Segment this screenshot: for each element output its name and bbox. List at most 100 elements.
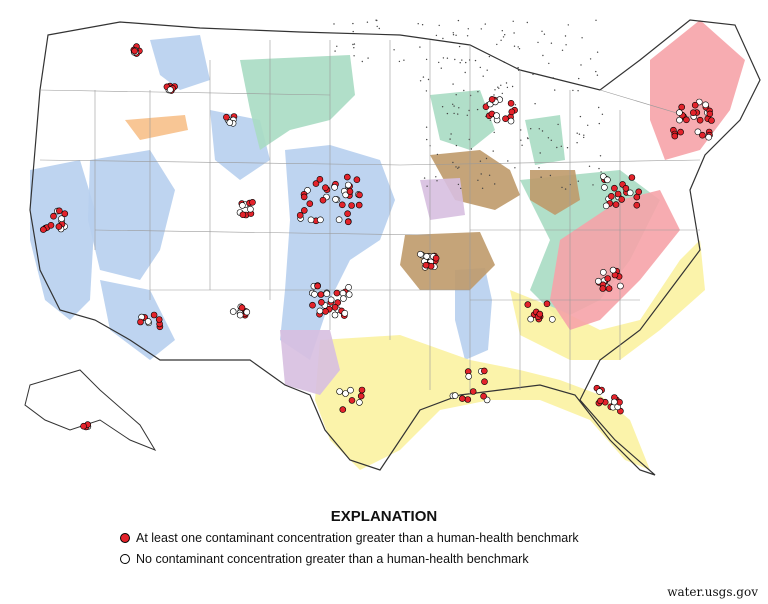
well-marker-exceed <box>317 291 325 298</box>
well-marker-exceed <box>678 103 686 111</box>
well-marker-exceed <box>61 210 69 217</box>
well-marker-exceed <box>322 308 329 315</box>
region-mississippi-embayment <box>455 268 492 360</box>
stipple-dot <box>465 61 467 64</box>
stipple-dot <box>367 57 369 59</box>
stipple-dot <box>518 48 521 50</box>
stipple-dot <box>489 119 492 122</box>
state-borders <box>39 40 701 395</box>
stipple-dot <box>353 55 355 57</box>
state-border <box>94 229 431 236</box>
stipple-dot <box>486 69 488 71</box>
region-michigan <box>525 115 565 165</box>
well-marker-no-exceed <box>331 184 338 191</box>
stipple-dot <box>596 51 599 53</box>
well-marker-exceed <box>683 116 690 124</box>
stipple-dot <box>446 57 449 59</box>
stipple-dot <box>488 174 491 176</box>
stipple-dot <box>458 45 461 48</box>
well-marker-no-exceed <box>676 116 683 124</box>
well-marker-exceed <box>699 131 706 139</box>
well-marker-exceed <box>300 207 308 214</box>
stipple-dot <box>583 136 585 139</box>
well-marker-exceed <box>312 180 320 187</box>
stipple-dot <box>427 78 430 81</box>
stipple-dot <box>601 113 604 116</box>
stipple-dot <box>511 85 514 88</box>
stipple-dot <box>578 77 580 80</box>
well-marker-no-exceed <box>609 266 617 274</box>
stipple-dot <box>485 157 488 160</box>
stipple-dot <box>540 176 542 178</box>
well-marker-no-exceed <box>493 112 500 119</box>
well-marker-exceed <box>611 184 618 192</box>
well-marker-exceed <box>696 116 704 124</box>
well-marker-no-exceed <box>342 390 349 397</box>
well-marker-no-exceed <box>356 399 363 406</box>
stipple-dot <box>565 44 567 46</box>
stipple-dot <box>567 24 569 26</box>
stipple-dot <box>512 20 514 22</box>
well-marker-no-exceed <box>617 282 624 290</box>
stipple-dot <box>442 57 445 59</box>
stipple-dot <box>435 34 438 37</box>
stipple-dot <box>449 138 451 140</box>
region-california-valley <box>30 160 95 320</box>
well-marker-no-exceed <box>347 386 354 394</box>
well-marker-no-exceed <box>247 205 254 213</box>
well-marker-exceed <box>480 392 487 400</box>
well-marker-no-exceed <box>167 86 174 93</box>
legend-item-exceed: At least one contaminant concentration g… <box>120 530 579 546</box>
stipple-dot <box>376 19 378 22</box>
stipple-dot <box>496 43 498 46</box>
well-marker-exceed <box>689 109 697 116</box>
region-new-england <box>650 20 745 160</box>
well-marker-exceed <box>605 285 613 292</box>
stipple-dot <box>514 167 516 169</box>
stipple-dot <box>561 186 563 189</box>
stipple-dot <box>564 188 567 190</box>
stipple-dot <box>572 89 574 92</box>
stipple-dot <box>425 58 428 61</box>
region-ohio-carbonate <box>530 170 580 215</box>
well-marker-exceed <box>357 392 365 400</box>
well-marker-no-exceed <box>317 216 324 224</box>
well-marker-exceed <box>618 196 626 203</box>
stipple-dot <box>479 160 482 162</box>
well-marker-no-exceed <box>236 311 244 319</box>
well-marker-exceed <box>50 212 57 220</box>
stipple-dot <box>468 138 470 141</box>
well-marker-exceed <box>708 117 715 124</box>
stipple-dot <box>577 180 579 182</box>
well-marker-exceed <box>249 199 256 206</box>
well-marker-exceed <box>238 304 246 312</box>
stipple-dot <box>576 142 578 144</box>
stipple-dot <box>598 122 600 125</box>
stipple-dot <box>595 19 597 21</box>
aquifer-regions <box>30 20 745 470</box>
stipple-dot <box>474 59 477 62</box>
stipple-dot <box>539 152 541 154</box>
stipple-dot <box>453 105 455 107</box>
alaska-outline <box>24 369 157 452</box>
stipple-dot <box>589 58 592 60</box>
well-marker-exceed <box>691 101 699 109</box>
stipple-dot <box>543 33 546 35</box>
stipple-dot <box>442 37 444 40</box>
stipple-dot <box>554 89 556 91</box>
stipple-dot <box>530 128 532 130</box>
stipple-dot <box>366 21 369 23</box>
well-marker-exceed <box>524 301 532 308</box>
stipple-dot <box>457 113 459 115</box>
well-marker-exceed <box>319 196 327 204</box>
stipple-dot <box>596 74 599 76</box>
stipple-dot <box>352 43 354 46</box>
well-marker-exceed <box>464 396 472 403</box>
stipple-dot <box>481 187 484 189</box>
stipple-dot <box>452 32 454 34</box>
stipple-dot <box>425 126 428 128</box>
well-marker-exceed <box>628 174 636 181</box>
stipple-dot <box>498 87 500 90</box>
stipple-dot <box>450 133 452 135</box>
